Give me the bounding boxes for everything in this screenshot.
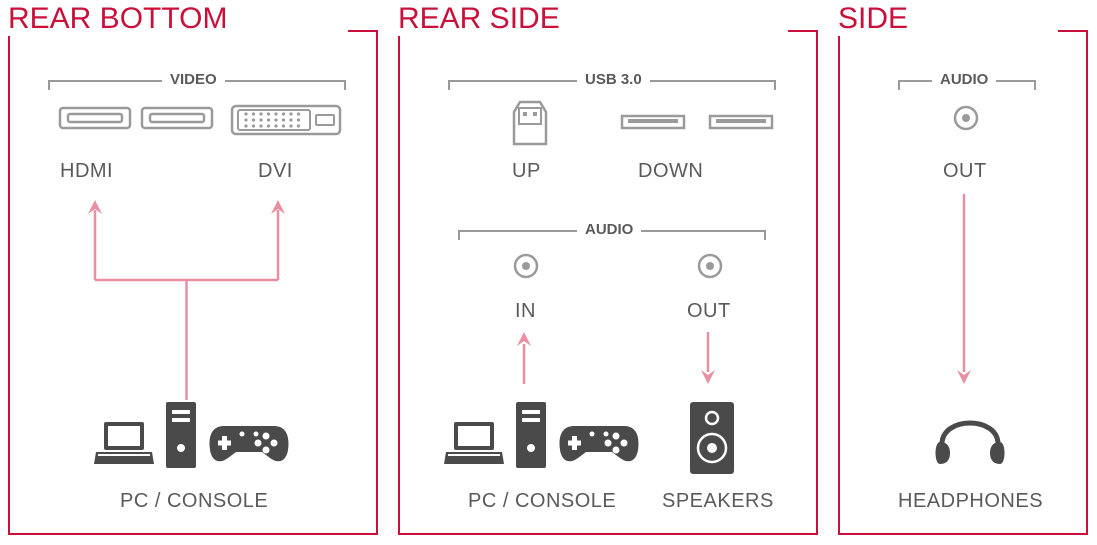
jack-port-icon — [512, 252, 540, 280]
headphones-icon — [930, 400, 1010, 472]
group-label: AUDIO — [577, 221, 641, 238]
panel-rear-side: REAR SIDE USB 3.0 AUDIO UP DOWN IN OUT — [398, 30, 818, 535]
port-label: IN — [515, 300, 536, 323]
panel-rear-bottom: REAR BOTTOM VIDEO HDMI DVI — [8, 30, 378, 535]
group-label: VIDEO — [162, 71, 225, 88]
device-label: HEADPHONES — [898, 490, 1043, 513]
dvi-port-icon — [230, 102, 342, 138]
port-label: HDMI — [60, 160, 113, 183]
speaker-icon — [688, 400, 736, 476]
down-arrow — [698, 332, 718, 384]
port-label: UP — [512, 160, 541, 183]
device-label: PC / CONSOLE — [120, 490, 268, 513]
usb-b-port-icon — [508, 98, 552, 148]
up-arrow — [514, 332, 534, 384]
panel-title: REAR BOTTOM — [8, 2, 239, 36]
hdmi-port-icon — [58, 102, 132, 134]
down-arrow — [954, 194, 974, 384]
hdmi-port-icon — [140, 102, 214, 134]
panel-title: SIDE — [838, 2, 920, 36]
port-label: DOWN — [638, 160, 703, 183]
pc-console-icon — [442, 400, 642, 470]
jack-port-icon — [952, 104, 980, 132]
pc-console-icon — [92, 400, 292, 470]
port-label: OUT — [943, 160, 987, 183]
port-label: DVI — [258, 160, 293, 183]
jack-port-icon — [696, 252, 724, 280]
group-label: AUDIO — [932, 71, 996, 88]
usb-a-port-icon — [708, 112, 774, 132]
port-label: OUT — [687, 300, 731, 323]
group-label: USB 3.0 — [577, 71, 650, 88]
device-label: PC / CONSOLE — [468, 490, 616, 513]
panel-title: REAR SIDE — [398, 2, 572, 36]
usb-a-port-icon — [620, 112, 686, 132]
panel-side: SIDE AUDIO OUT HEADPHONES — [838, 30, 1088, 535]
device-label: SPEAKERS — [662, 490, 774, 513]
